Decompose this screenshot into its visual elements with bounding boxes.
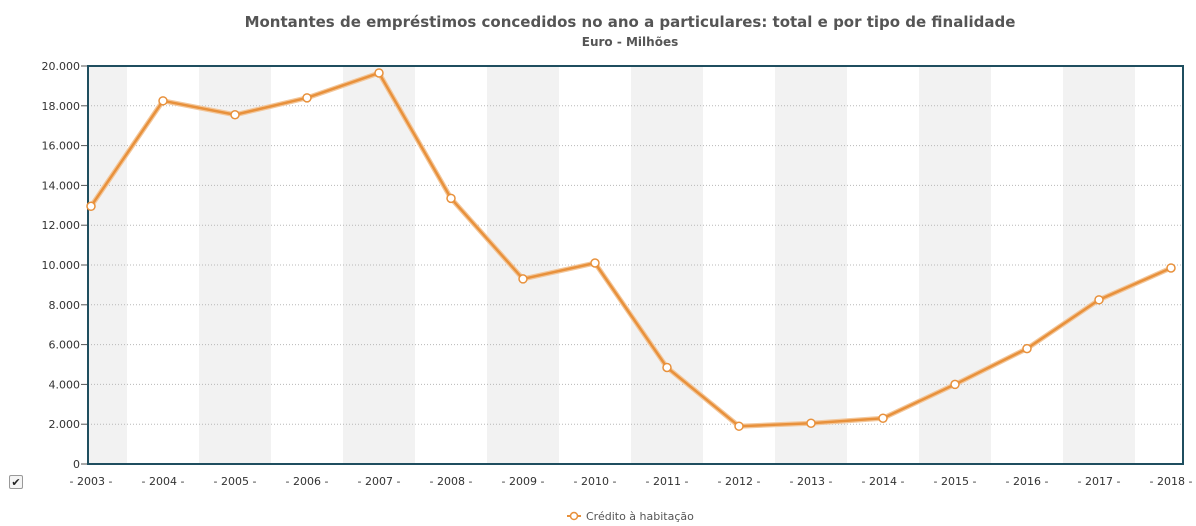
y-tick-label: 12.000 [42, 219, 81, 232]
x-tick-label: - 2004 - [142, 475, 185, 488]
x-axis-ticks: - 2003 - - 2004 - - 2005 - - 2006 - - 2007 -… [70, 475, 1193, 488]
x-tick-label: - 2012 - [718, 475, 761, 488]
legend[interactable]: Crédito à habitação [567, 510, 694, 523]
data-point[interactable] [590, 258, 600, 268]
y-axis-ticks: 0 2.000 4.000 6.000 8.000 10.000 12.000 14.000 1… [42, 60, 88, 471]
data-point[interactable] [1094, 295, 1104, 305]
y-tick-label: 18.000 [42, 100, 81, 113]
y-tick-label: 0 [73, 458, 80, 471]
chart-subtitle: Euro - Milhões [582, 35, 678, 49]
data-point[interactable] [878, 413, 888, 423]
y-tick-label: 8.000 [49, 299, 81, 312]
x-tick-label: - 2006 - [286, 475, 329, 488]
series-toggle-checkbox[interactable]: ✔ [9, 475, 23, 489]
data-point[interactable] [662, 362, 672, 373]
data-point[interactable] [518, 274, 528, 284]
x-tick-label: - 2015 - [934, 475, 977, 488]
data-point[interactable] [230, 110, 240, 120]
x-tick-label: - 2005 - [214, 475, 257, 488]
series-layer [86, 68, 1176, 431]
y-tick-label: 10.000 [42, 259, 81, 272]
x-tick-label: - 2011 - [646, 475, 689, 488]
y-tick-label: 2.000 [49, 418, 81, 431]
data-point[interactable] [86, 201, 96, 212]
plot-frame [87, 65, 1184, 465]
x-tick-label: - 2016 - [1006, 475, 1049, 488]
x-tick-label: - 2014 - [862, 475, 905, 488]
data-point[interactable] [374, 68, 384, 78]
data-point[interactable] [302, 93, 312, 103]
y-tick-label: 4.000 [49, 378, 81, 391]
legend-label[interactable]: Crédito à habitação [586, 510, 694, 523]
x-tick-label: - 2003 - [70, 475, 113, 488]
y-tick-label: 14.000 [42, 179, 81, 192]
x-tick-label: - 2017 - [1078, 475, 1121, 488]
data-point[interactable] [1166, 263, 1176, 273]
legend-marker [569, 511, 579, 521]
gridlines [88, 105, 1183, 425]
x-tick-label: - 2008 - [430, 475, 473, 488]
y-tick-label: 20.000 [42, 60, 81, 73]
y-tick-label: 16.000 [42, 140, 81, 153]
x-tick-label: - 2013 - [790, 475, 833, 488]
x-tick-label: - 2009 - [502, 475, 545, 488]
data-point[interactable] [158, 96, 168, 106]
x-tick-label: - 2010 - [574, 475, 617, 488]
series-line [89, 71, 1172, 428]
x-tick-label: - 2007 - [358, 475, 401, 488]
data-point[interactable] [446, 193, 456, 204]
chart-title: Montantes de empréstimos concedidos no a… [245, 13, 1016, 31]
background-bands [88, 66, 1135, 464]
data-point[interactable] [1022, 343, 1032, 354]
data-point[interactable] [806, 418, 816, 428]
x-tick-label: - 2018 - [1150, 475, 1193, 488]
data-point[interactable] [950, 379, 960, 390]
y-tick-label: 6.000 [49, 339, 81, 352]
data-point[interactable] [734, 421, 744, 431]
